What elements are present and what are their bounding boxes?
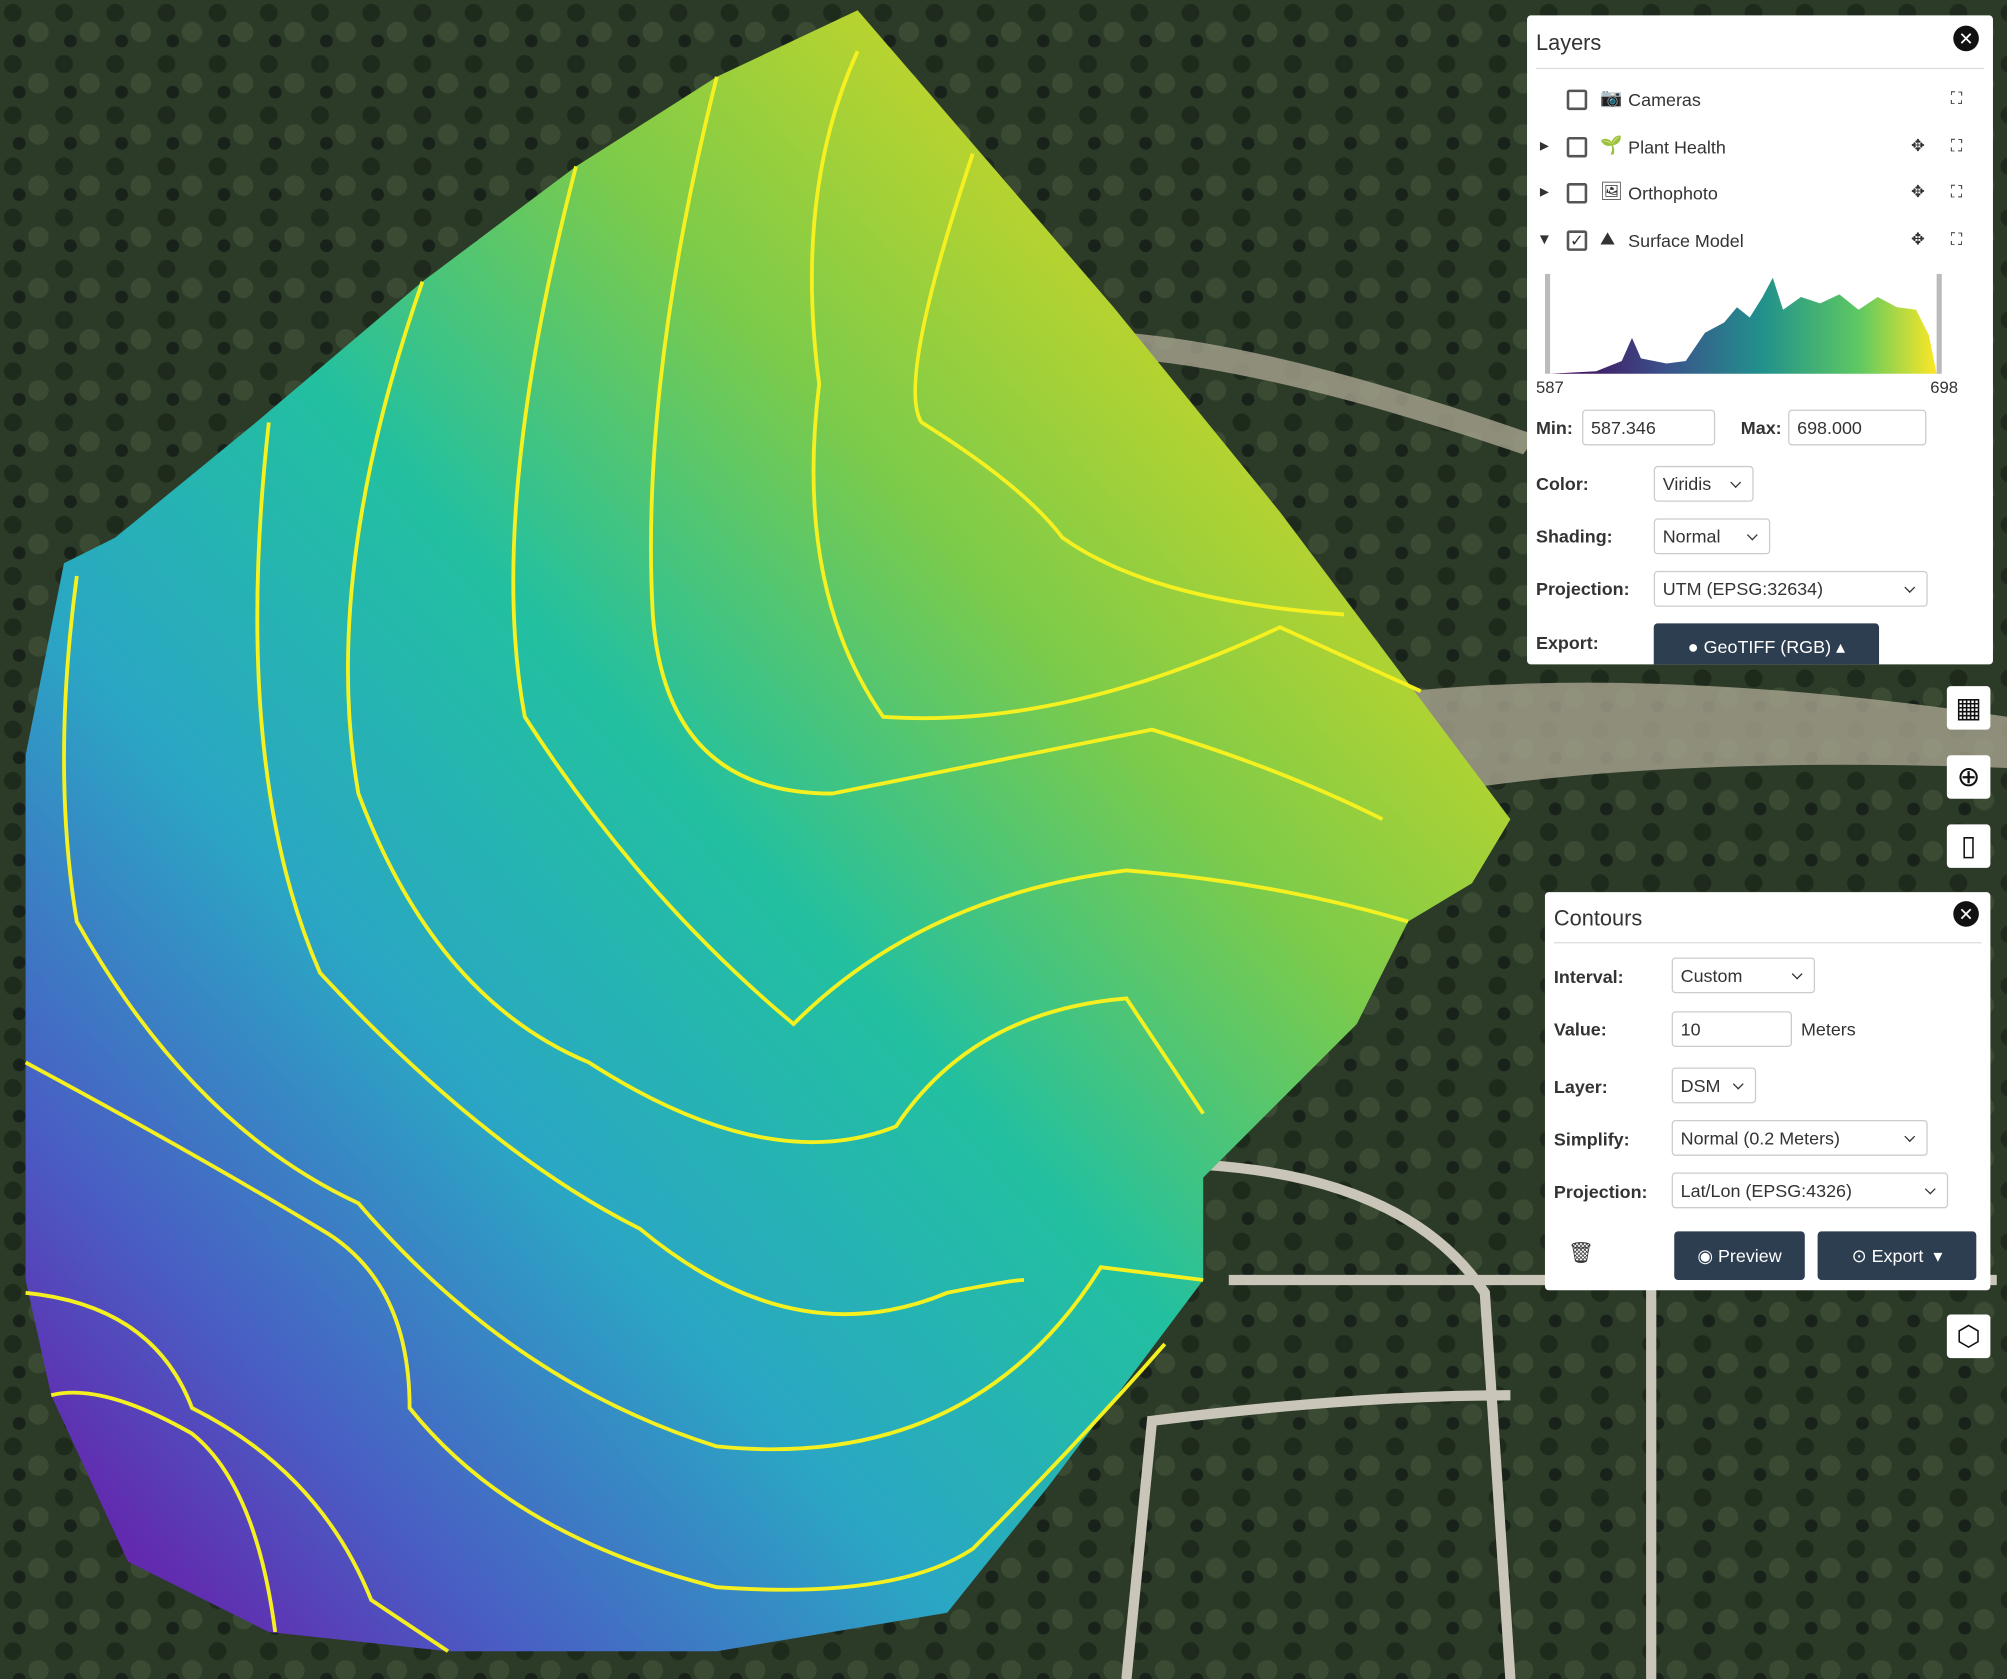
zoom-button[interactable]: ⛶ [1950,181,1963,201]
layer-select[interactable]: DSM [1671,1067,1757,1104]
expand-toggle[interactable]: ▸ [1539,133,1549,155]
label: Shading: [1536,526,1613,547]
histogram-max: 698 [1930,377,1959,397]
checkbox[interactable] [1566,89,1588,111]
label: Interval: [1553,966,1624,987]
projection-select[interactable]: UTM (EPSG:32634) [1653,570,1928,607]
interval-select[interactable]: Custom [1671,957,1816,994]
icon: 🖼 [1600,180,1623,201]
label: Simplify: [1553,1128,1630,1150]
label: Projection: [1553,1181,1648,1202]
button-text: Export [1871,1245,1924,1266]
terrain [1126,332,2007,794]
label: Projection: [1536,578,1630,600]
shading-select[interactable]: Normal [1653,518,1771,555]
simplify-select[interactable]: Normal (0.2 Meters) [1671,1120,1928,1156]
panel-title: Layers [1536,30,1602,56]
expand-toggle[interactable]: ▾ [1539,227,1549,248]
icon: 🌱 [1600,133,1623,155]
label: Value: [1553,1018,1607,1040]
unit: Meters [1800,1018,1856,1040]
label: Export: [1536,632,1599,653]
zoom-button[interactable]: ⛶ [1950,228,1963,248]
delete-button[interactable]: 🗑 [1568,1242,1594,1265]
color-select[interactable]: Viridis [1653,465,1754,502]
separator [1536,67,1984,70]
panel-title: Contours [1553,906,1643,931]
icon: ⛰ [1600,227,1616,248]
label: Min: [1536,417,1573,438]
map-button[interactable]: ⊕ [1946,755,1991,799]
max-input[interactable]: 698.000 [1788,409,1927,446]
layer-name: Plant Health [1628,136,1726,157]
export-button[interactable]: ⊙ Export ▾ [1817,1231,1977,1280]
label: Layer: [1553,1076,1608,1097]
zoom-button[interactable]: ⛶ [1950,88,1963,108]
contours-panel: Contours ✕ Interval: Custom Value: 10 Me… [1544,892,1991,1291]
checkbox[interactable] [1566,183,1588,204]
histogram-min: 587 [1536,377,1564,397]
move-button[interactable]: ✥ [1911,181,1925,201]
checkbox[interactable]: ✓ [1566,229,1588,251]
projection-select[interactable]: Lat/Lon (EPSG:4326) [1671,1172,1949,1209]
close-button[interactable]: ✕ [1953,901,1979,927]
checkbox[interactable] [1566,136,1588,157]
move-button[interactable]: ✥ [1911,228,1925,248]
button-text: Preview [1717,1245,1782,1266]
separator [1553,942,1982,944]
layer-name: Cameras [1628,89,1701,111]
button-text: GeoTIFF (RGB) [1703,636,1832,657]
export-button[interactable]: ● GeoTIFF (RGB) ▴ [1653,623,1880,665]
layers-panel: Layers ✕ 📷 Cameras ⛶ ▸ 🌱 Plant Health ✥ ⛶ ▸ 🖼 Orth… [1527,15,1993,665]
map-button[interactable]: ▯ [1946,824,1991,868]
icon: 📷 [1600,87,1623,108]
preview-button[interactable]: ◉ Preview [1674,1231,1805,1280]
contours [24,50,1422,1653]
move-button[interactable]: ✥ [1911,135,1925,155]
value-input[interactable]: 10 [1671,1011,1792,1048]
surface-model [25,10,1511,1652]
label: Color: [1536,473,1589,495]
layer-name: Orthophoto [1628,183,1718,204]
label: Max: [1740,417,1782,438]
expand-toggle[interactable]: ▸ [1539,180,1549,201]
zoom-button[interactable]: ⛶ [1950,135,1963,155]
histogram [1544,273,1942,374]
close-button[interactable]: ✕ [1953,25,1979,52]
map-button[interactable]: ▦ [1946,686,1991,730]
layer-name: Surface Model [1628,229,1744,251]
map-button[interactable]: ⬡ [1946,1314,1991,1359]
min-input[interactable]: 587.346 [1582,409,1716,446]
road [1121,1159,1997,1679]
